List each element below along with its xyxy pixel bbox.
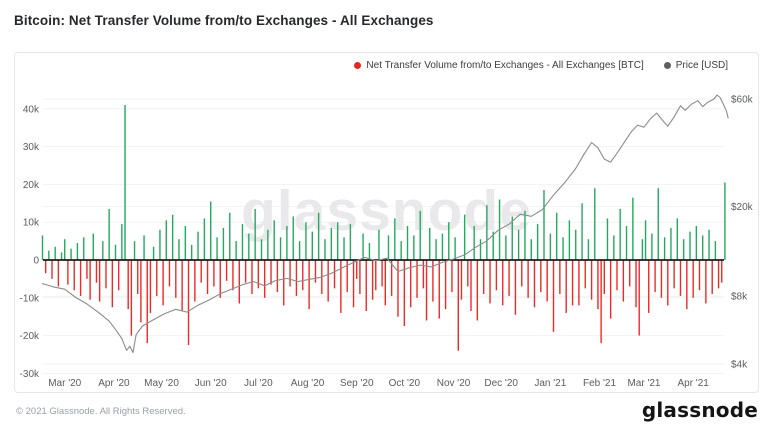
legend-dot-price-icon <box>663 62 671 69</box>
left-axis-tick-label: 30k <box>23 142 40 153</box>
legend-dot-volume-icon <box>354 62 362 69</box>
x-axis-tick-label: Jul '20 <box>244 378 273 389</box>
right-axis-tick-label: $60k <box>731 95 754 106</box>
right-axis-tick-label: $8k <box>731 292 748 303</box>
x-axis-tick-label: Sep '20 <box>340 378 374 389</box>
x-axis-tick-label: Aug '20 <box>291 378 325 389</box>
legend-item-price[interactable]: Price [USD] <box>663 60 728 71</box>
left-axis-tick-label: 10k <box>23 218 40 229</box>
left-axis-tick-label: -10k <box>20 293 40 304</box>
chart-plot-area[interactable] <box>15 53 758 392</box>
copyright-text: © 2021 Glassnode. All Rights Reserved. <box>16 406 186 417</box>
legend-item-net-transfer-volume[interactable]: Net Transfer Volume from/to Exchanges - … <box>354 60 644 71</box>
page-title: Bitcoin: Net Transfer Volume from/to Exc… <box>14 13 434 28</box>
x-axis-tick-label: Dec '20 <box>484 378 518 389</box>
x-axis-tick-label: Jan '21 <box>534 378 566 389</box>
x-axis-tick-label: Nov '20 <box>437 378 471 389</box>
chart-panel: 40k 30k 20k 10k 0 -10k -20k -30k $60k $20k $8k $4k M… <box>14 52 759 393</box>
x-axis-tick-label: Feb '21 <box>583 378 616 389</box>
left-axis-tick-label: 20k <box>23 180 40 191</box>
x-axis-tick-label: Oct '20 <box>389 378 421 389</box>
left-axis-tick-label: -30k <box>20 369 40 380</box>
legend-label-price: Price [USD] <box>675 60 728 71</box>
price-line <box>41 94 729 354</box>
right-axis-tick-label: $20k <box>731 202 754 213</box>
glassnode-logo[interactable]: glassnode <box>641 398 758 422</box>
x-axis-tick-label: Apr '21 <box>677 378 709 389</box>
x-axis-tick-label: May '20 <box>144 378 179 389</box>
left-axis-tick-label: -20k <box>20 331 40 342</box>
legend-label-net-transfer-volume: Net Transfer Volume from/to Exchanges - … <box>366 60 644 71</box>
x-axis-tick-label: Apr '20 <box>98 378 130 389</box>
right-axis-tick-label: $4k <box>731 360 748 371</box>
left-axis-tick-label: 0 <box>33 256 39 267</box>
chart-legend: Net Transfer Volume from/to Exchanges - … <box>350 58 732 73</box>
x-axis-tick-label: Jun '20 <box>195 378 227 389</box>
left-axis-tick-label: 40k <box>23 104 40 115</box>
x-axis-tick-label: Mar '21 <box>627 378 660 389</box>
chart-grid-layer: 40k 30k 20k 10k 0 -10k -20k -30k $60k $20k $8k $4k M… <box>20 95 754 389</box>
x-axis-tick-label: Mar '20 <box>48 378 81 389</box>
